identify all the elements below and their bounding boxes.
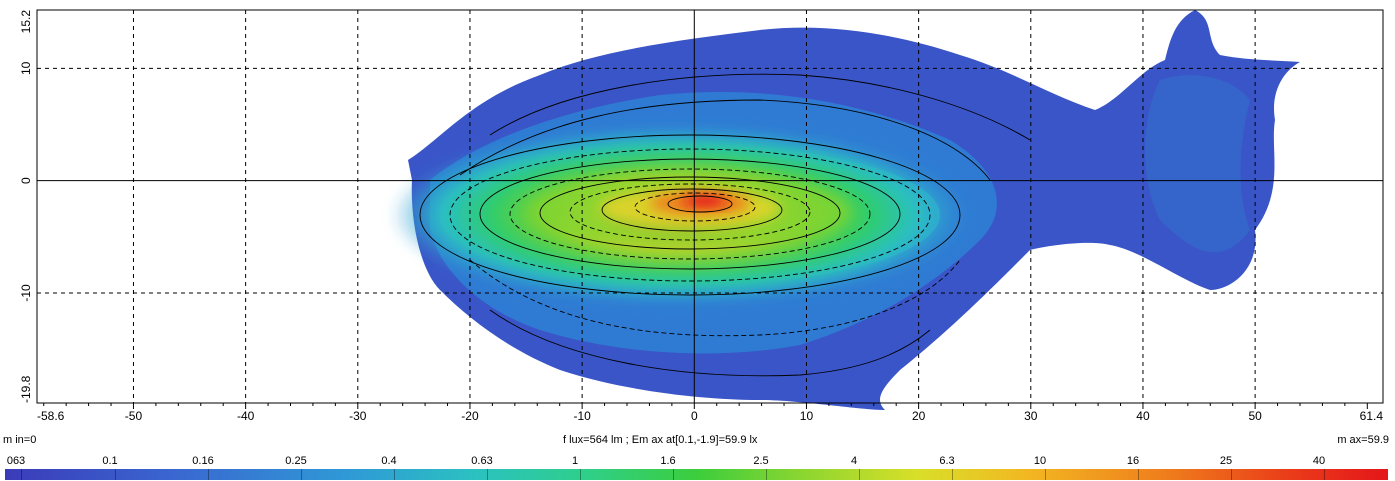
colorbar-level-label: 2.5 <box>753 455 769 467</box>
colorbar-tick <box>1045 469 1046 480</box>
y-tick-labels: 15.2 10 0 -10 -19.8 <box>19 10 33 403</box>
colorbar-tick <box>1138 469 1139 480</box>
colorbar-tick <box>208 469 209 480</box>
x-tick-label: -10 <box>573 409 591 423</box>
colorbar-level-label: 6.3 <box>939 455 955 467</box>
y-tick-label: -10 <box>19 284 33 302</box>
colorbar-level-label: 25 <box>1219 455 1233 467</box>
x-tick-label: -40 <box>237 409 255 423</box>
x-tick-labels: -58.6 -50 -40 -30 -20 -10 0 10 20 30 40 50 61.4 <box>37 409 1383 423</box>
colorbar-tick <box>115 469 116 480</box>
x-tick-label: 10 <box>800 409 814 423</box>
grid-lines <box>37 10 1383 403</box>
colorbar-level-label: 40 <box>1312 455 1326 467</box>
y-tick-label: 15.2 <box>19 10 33 34</box>
colorbar-tick <box>1324 469 1325 480</box>
colorbar-tick <box>394 469 395 480</box>
y-tick-label: -19.8 <box>19 375 33 403</box>
x-tick-label: -58.6 <box>37 409 65 423</box>
colorbar <box>5 469 1388 480</box>
colorbar-level-label: 063 <box>6 455 26 467</box>
colorbar-level-label: 0.25 <box>285 455 307 467</box>
colorbar-tick <box>487 469 488 480</box>
y-tick-label: 10 <box>19 61 33 75</box>
colorbar-level-label: 16 <box>1126 455 1140 467</box>
colorbar-tick <box>859 469 860 480</box>
colorbar-level-label: 1 <box>571 455 579 467</box>
colorbar-tick <box>301 469 302 480</box>
colorbar-tick <box>21 469 22 480</box>
colorbar-tick <box>952 469 953 480</box>
colorbar-level-label: 0.1 <box>102 455 118 467</box>
y-tick-label: 0 <box>19 177 33 184</box>
flux-and-max-location-label: f lux=564 lm ; Em ax at[0.1,-1.9]=59.9 l… <box>563 434 758 446</box>
plot-frame <box>36 9 1384 404</box>
colorbar-tick <box>673 469 674 480</box>
x-tick-label: 61.4 <box>1360 409 1384 423</box>
x-tick-label: -20 <box>461 409 479 423</box>
colorbar-level-label: 0.16 <box>192 455 214 467</box>
colorbar-level-label: 4 <box>850 455 858 467</box>
illuminance-field <box>390 10 1300 410</box>
max-value-label: m ax=59.9 <box>1337 434 1389 446</box>
contour-lines <box>419 73 1031 377</box>
x-tick-label: 50 <box>1248 409 1262 423</box>
colorbar-tick <box>580 469 581 480</box>
isolux-plot: -58.6 -50 -40 -30 -20 -10 0 10 20 30 40 50 61.4 15.2… <box>19 9 1384 423</box>
x-tick-label: 30 <box>1024 409 1038 423</box>
x-tick-label: 20 <box>912 409 926 423</box>
colorbar-level-label: 0.63 <box>471 455 493 467</box>
colorbar-level-label: 1.6 <box>660 455 676 467</box>
x-tick-label: 40 <box>1136 409 1150 423</box>
colorbar-tick <box>766 469 767 480</box>
min-value-label: m in=0 <box>3 434 37 446</box>
x-tick-label: -50 <box>125 409 143 423</box>
x-tick-label: 0 <box>691 409 698 423</box>
x-tick-label: -30 <box>349 409 367 423</box>
axes-frame <box>36 9 1384 409</box>
colorbar-level-label: 10 <box>1033 455 1047 467</box>
colorbar-tick <box>1231 469 1232 480</box>
colorbar-level-label: 0.4 <box>381 455 397 467</box>
